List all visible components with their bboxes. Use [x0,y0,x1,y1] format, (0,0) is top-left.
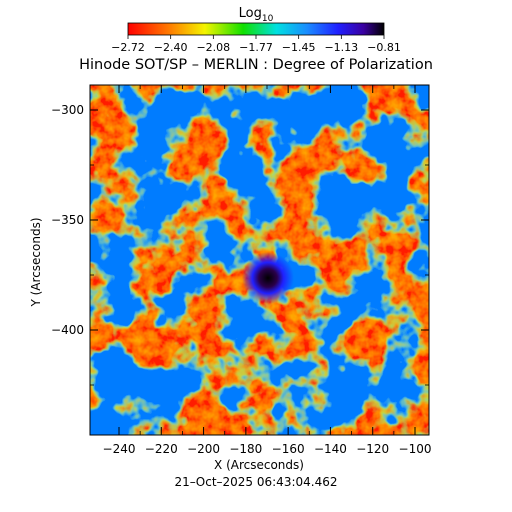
x-tick-label: −100 [399,442,432,456]
polarization-map [90,85,429,435]
y-axis-label: Y (Arcseconds) [29,217,43,307]
colorbar-tick-label: −2.08 [196,41,230,54]
timestamp: 21–Oct–2025 06:43:04.462 [175,475,338,489]
y-tick-label: −350 [51,213,84,227]
colorbar-label: Log10 [239,6,274,24]
x-tick-label: −140 [314,442,347,456]
plot-frame [89,84,430,436]
magnetic-concentration [242,252,294,304]
colorbar-tick-label: −1.13 [324,41,358,54]
x-tick-label: −240 [103,442,136,456]
x-tick-label: −180 [229,442,262,456]
x-tick-label: −200 [187,442,220,456]
x-axis-ticks: −240 −220 −200 −180 −160 −140 −120 −100 [103,85,432,456]
colorbar-tick-label: −1.45 [282,41,316,54]
x-axis-label: X (Arcseconds) [214,458,304,472]
colorbar-ticks: −2.72 −2.40 −2.08 −1.77 −1.45 −1.13 −0.81 [111,35,401,54]
colorbar-tick-label: −2.40 [154,41,188,54]
x-tick-label: −220 [145,442,178,456]
colorbar-tick-label: −2.72 [111,41,145,54]
x-tick-label: −120 [356,442,389,456]
y-tick-label: −300 [51,103,84,117]
colorbar-tick-label: −0.81 [367,41,401,54]
y-axis-ticks: −300 −350 −400 [51,103,429,386]
x-tick-label: −160 [272,442,305,456]
plot-title: Hinode SOT/SP – MERLIN : Degree of Polar… [79,57,433,73]
colorbar-tick-label: −1.77 [239,41,273,54]
y-tick-label: −400 [51,323,84,337]
colorbar [127,22,385,36]
